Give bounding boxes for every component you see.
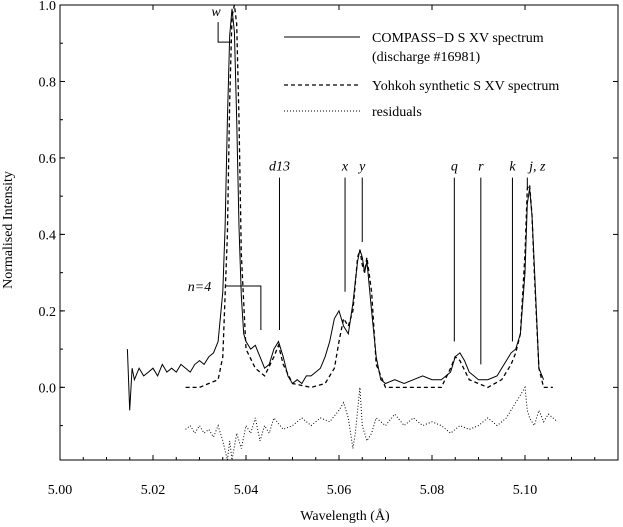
x-tick-label: 5.02 — [141, 483, 166, 498]
x-axis-label: Wavelength (Å) — [300, 508, 390, 524]
annotation-label: r — [478, 160, 484, 175]
series-line-dashed — [185, 4, 553, 389]
series-line-dotted — [185, 385, 558, 461]
annotation-leader — [225, 285, 262, 330]
annotation-label: k — [509, 160, 516, 175]
tick-layer: 5.00 5.02 5.04 5.06 5.08 5.10 0.0 0.2 0.4 0.6 0.8 1… — [39, 0, 619, 498]
annotation-label: w — [211, 5, 221, 20]
annotation-label: d13 — [269, 160, 290, 175]
y-axis-label: Normalised Intensity — [1, 171, 16, 289]
y-tick-label: 0.2 — [39, 305, 57, 320]
legend-label-residuals: residuals — [372, 105, 422, 120]
annotation-leader — [217, 22, 232, 43]
legend-label-compass: COMPASS−D S XV spectrum — [372, 31, 544, 46]
x-tick-label: 5.10 — [513, 483, 538, 498]
series-line-solid — [126, 8, 545, 411]
annotation-layer: w n=4 d13 x y q r k j, z — [188, 5, 546, 365]
annotation-label: y — [357, 160, 366, 175]
x-tick-label: 5.08 — [420, 483, 445, 498]
series-layer — [126, 4, 558, 461]
y-tick-label: 0.6 — [39, 152, 57, 167]
x-tick-label: 5.06 — [327, 483, 352, 498]
annotation-label: n=4 — [188, 280, 211, 295]
x-tick-label: 5.04 — [234, 483, 259, 498]
y-tick-label: 0.4 — [39, 228, 57, 243]
y-tick-label: 1.0 — [39, 0, 57, 14]
x-tick-label: 5.00 — [48, 483, 73, 498]
legend-label-yohkoh: Yohkoh synthetic S XV spectrum — [372, 79, 559, 94]
annotation-label: j, z — [527, 160, 546, 175]
annotation-label: x — [341, 160, 349, 175]
legend-sublabel-discharge: (discharge #16981) — [372, 50, 481, 65]
y-tick-label: 0.8 — [39, 75, 57, 90]
plot-frame — [59, 4, 619, 461]
annotation-label: q — [451, 160, 458, 175]
y-tick-label: 0.0 — [39, 381, 57, 396]
legend: COMPASS−D S XV spectrum (discharge #1698… — [284, 31, 559, 120]
